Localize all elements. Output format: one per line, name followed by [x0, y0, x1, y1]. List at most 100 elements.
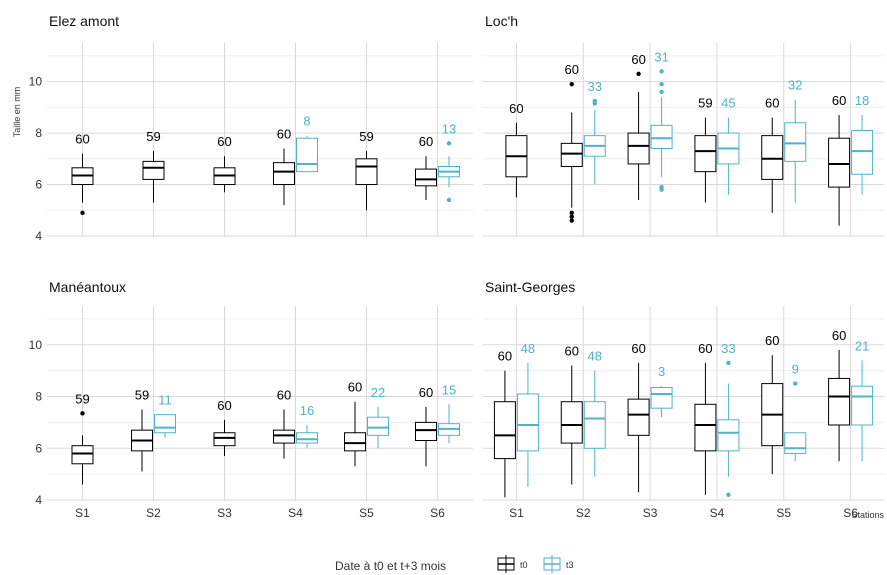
count-label: 60 — [348, 380, 362, 395]
outlier-point — [80, 210, 85, 216]
outlier-point — [726, 360, 731, 366]
y-tick-label: 10 — [29, 338, 43, 352]
box — [828, 137, 851, 188]
x-tick-label: S2 — [576, 506, 591, 520]
box — [415, 421, 437, 442]
boxplot-S2-t3 — [583, 370, 606, 477]
boxplot-S6-t0 — [828, 115, 851, 226]
outlier-point — [793, 381, 798, 386]
outlier-point — [659, 187, 664, 192]
y-tick-label: 4 — [35, 229, 42, 243]
count-label: 60 — [631, 341, 645, 356]
count-label: 60 — [217, 134, 231, 149]
count-label: 13 — [442, 121, 456, 136]
boxplot-S5-t3 — [784, 99, 807, 203]
count-label: 60 — [631, 52, 645, 67]
box — [627, 132, 650, 165]
count-label: 59 — [146, 129, 160, 144]
count-label: 33 — [721, 341, 735, 356]
box — [851, 129, 874, 175]
x-tick-label: S3 — [217, 506, 232, 520]
count-label: 15 — [442, 382, 456, 397]
outlier-point — [569, 214, 574, 219]
box — [273, 162, 295, 186]
x-tick-label: S6 — [430, 506, 445, 520]
count-label: 60 — [698, 341, 712, 356]
count-label: 60 — [765, 333, 779, 348]
count-label: 60 — [498, 349, 512, 364]
boxplot-S1-t0 — [71, 153, 94, 216]
y-tick-label: 10 — [29, 75, 43, 89]
box — [694, 135, 717, 173]
box — [415, 168, 437, 187]
box — [851, 385, 874, 426]
count-label: 8 — [303, 114, 310, 129]
count-label: 22 — [371, 385, 385, 400]
boxplot-S1-t0 — [71, 411, 94, 485]
y-tick-label: 8 — [35, 126, 42, 140]
boxplot-S5-t0 — [355, 151, 378, 211]
count-label: 11 — [158, 393, 172, 408]
box — [784, 122, 807, 162]
count-label: 18 — [855, 93, 869, 108]
boxplot-S2-t3 — [583, 98, 606, 185]
boxplot-S1-t0 — [493, 370, 516, 498]
boxplot-S6-t3 — [851, 360, 874, 462]
count-label: 59 — [75, 391, 89, 406]
boxplot-S4-t3 — [717, 117, 740, 195]
count-label: 21 — [855, 338, 869, 353]
panel-title: Manéantoux — [49, 279, 126, 295]
x-tick-label: S4 — [288, 506, 303, 520]
count-label: 48 — [588, 349, 602, 364]
boxplot-S6-t3 — [438, 141, 460, 203]
count-label: 48 — [521, 341, 535, 356]
count-label: 31 — [654, 49, 668, 64]
box — [784, 432, 807, 454]
box — [296, 432, 318, 444]
box — [694, 403, 717, 452]
outlier-point — [659, 69, 664, 74]
boxplot-S1-t3 — [516, 362, 539, 488]
box — [516, 393, 539, 452]
x-tick-label: S5 — [359, 506, 374, 520]
boxplot-S5-t3 — [784, 381, 807, 462]
boxplot-S2-t0 — [131, 409, 153, 472]
count-label: 3 — [658, 364, 665, 379]
box — [213, 432, 236, 447]
panel-title: Elez amont — [49, 13, 119, 29]
x-tick-label: S5 — [776, 506, 791, 520]
box — [560, 401, 583, 444]
box — [560, 142, 583, 168]
count-label: 60 — [419, 134, 433, 149]
boxplot-S3-t3 — [650, 386, 673, 418]
boxplot-S6-t3 — [438, 404, 460, 444]
legend-title: Date à t0 et t+3 mois — [335, 559, 446, 573]
x-tick-label: S3 — [643, 506, 658, 520]
boxplot-S3-t0 — [213, 156, 236, 193]
x-tick-label: S4 — [710, 506, 725, 520]
legend-key-t0 — [497, 555, 515, 573]
outlier-point — [80, 411, 85, 416]
count-label: 45 — [721, 96, 735, 111]
count-label: 59 — [135, 387, 149, 402]
x-axis-title: Stations — [851, 510, 884, 520]
box — [367, 416, 389, 436]
boxplot-S3-t3 — [650, 69, 673, 192]
boxplot-S4-t0 — [694, 117, 717, 203]
count-label: 60 — [509, 101, 523, 116]
outlier-point — [569, 81, 574, 87]
y-tick-label: 8 — [35, 390, 42, 404]
x-tick-label: S1 — [509, 506, 524, 520]
box — [717, 419, 740, 452]
panel-title: Loc'h — [485, 13, 518, 29]
y-tick-label: 4 — [35, 493, 42, 507]
boxplot-S4-t0 — [273, 409, 295, 459]
count-label: 60 — [277, 127, 291, 142]
boxplot-S4-t3 — [717, 360, 740, 498]
panel-title: Saint-Georges — [485, 279, 575, 295]
boxplot-S6-t0 — [828, 349, 851, 462]
outlier-point — [446, 141, 452, 146]
count-label: 59 — [359, 129, 373, 144]
legend-key-t3 — [543, 555, 561, 573]
